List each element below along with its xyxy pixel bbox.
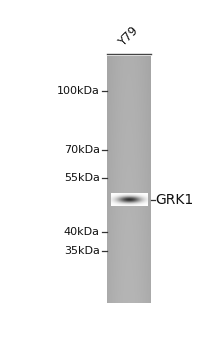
Text: 40kDa: 40kDa [64, 227, 100, 237]
Text: 55kDa: 55kDa [64, 173, 100, 183]
Text: 35kDa: 35kDa [64, 246, 100, 256]
Text: GRK1: GRK1 [156, 193, 194, 206]
Text: 100kDa: 100kDa [57, 85, 100, 96]
Text: Y79: Y79 [116, 24, 141, 49]
Text: 70kDa: 70kDa [64, 145, 100, 155]
